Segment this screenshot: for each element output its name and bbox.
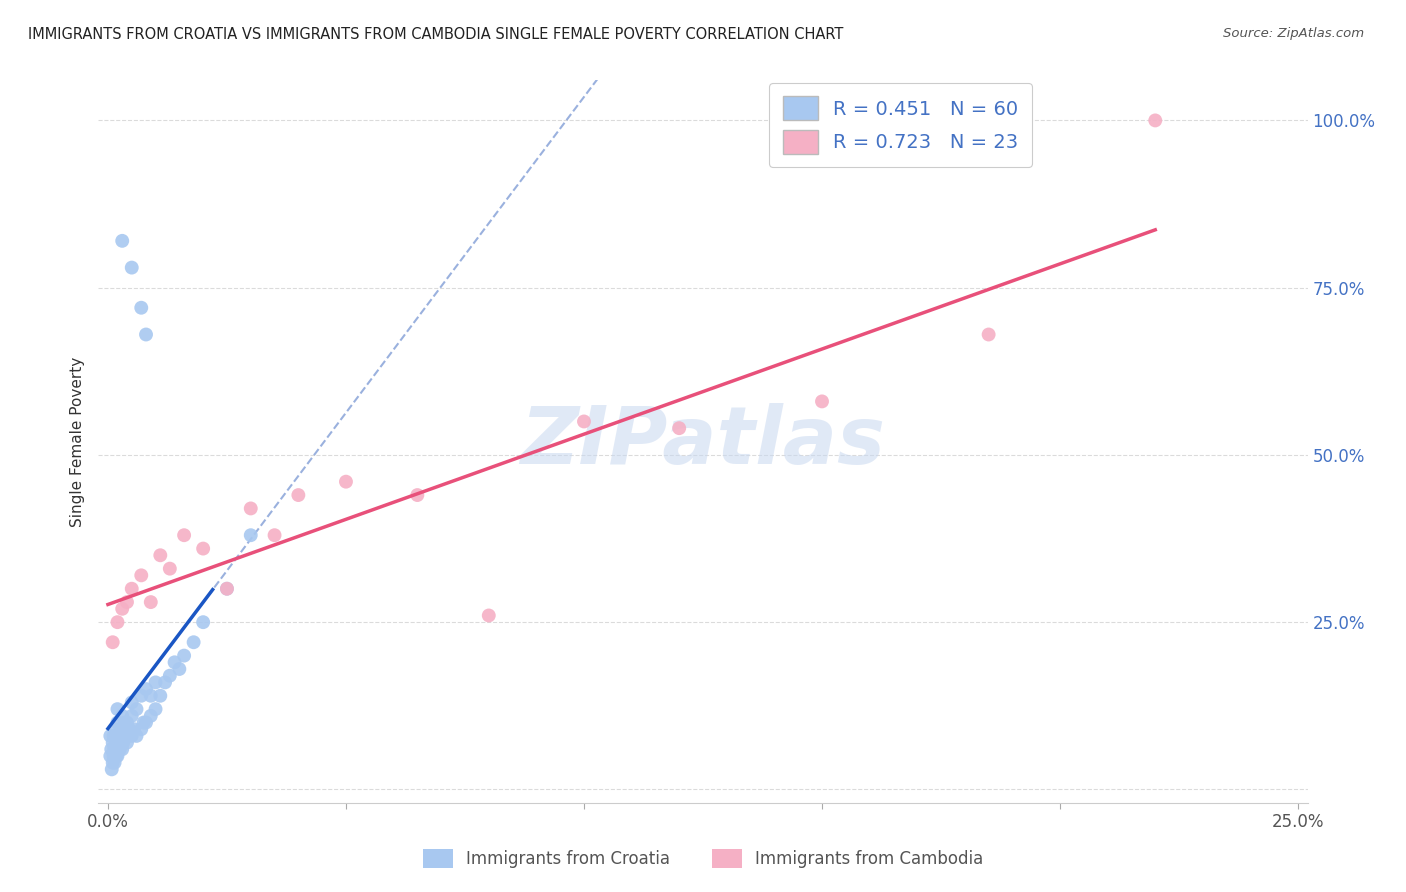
Point [101,635,124,649]
Point [107,729,129,743]
Point [129,723,152,737]
Point [122,723,145,737]
Point [111,602,134,616]
Point [145,702,167,716]
Point [101,735,124,749]
Point [105,735,128,749]
Point [239,528,262,542]
Point [114,715,136,730]
Point [125,702,148,716]
Point [287,488,309,502]
Point [100,762,122,776]
Point [125,729,148,743]
Point [107,742,129,756]
Point [132,715,155,730]
Text: Source: ZipAtlas.com: Source: ZipAtlas.com [1223,27,1364,40]
Point [239,501,262,516]
Point [104,749,127,764]
Point [129,689,152,703]
Point [129,568,152,582]
Point [110,723,132,737]
Point [115,715,138,730]
Point [572,414,595,428]
Point [121,708,143,723]
Point [145,675,167,690]
Point [107,615,129,630]
Text: ZIPatlas: ZIPatlas [520,402,886,481]
Point [101,756,124,770]
Point [118,723,141,737]
Point [103,729,125,743]
Point [104,723,127,737]
Point [191,615,214,630]
Point [103,749,125,764]
Point [103,742,125,756]
Legend: Immigrants from Croatia, Immigrants from Cambodia: Immigrants from Croatia, Immigrants from… [416,842,990,875]
Text: IMMIGRANTS FROM CROATIA VS IMMIGRANTS FROM CAMBODIA SINGLE FEMALE POVERTY CORREL: IMMIGRANTS FROM CROATIA VS IMMIGRANTS FR… [28,27,844,42]
Point [478,608,501,623]
Point [668,421,690,435]
Point [153,675,176,690]
Point [173,528,195,542]
Point [263,528,285,542]
Point [115,735,138,749]
Point [977,327,1000,342]
Point [112,735,135,749]
Point [121,260,143,275]
Point [335,475,357,489]
Point [139,595,162,609]
Point [1144,113,1167,128]
Point [149,689,172,703]
Point [107,749,129,764]
Point [107,702,129,716]
Point [129,301,152,315]
Point [406,488,429,502]
Point [107,715,129,730]
Point [111,234,134,248]
Point [111,742,134,756]
Point [121,696,143,710]
Point [159,669,181,683]
Point [105,749,128,764]
Point [108,729,131,743]
Point [111,708,134,723]
Point [169,662,191,676]
Point [121,582,143,596]
Point [215,582,238,596]
Point [115,595,138,609]
Y-axis label: Single Female Poverty: Single Female Poverty [69,357,84,526]
Point [104,756,127,770]
Point [191,541,214,556]
Legend: R = 0.451   N = 60, R = 0.723   N = 23: R = 0.451 N = 60, R = 0.723 N = 23 [769,83,1032,167]
Point [135,715,157,730]
Point [108,735,131,749]
Point [163,655,186,669]
Point [98,729,121,743]
Point [111,723,134,737]
Point [149,548,172,563]
Point [135,327,157,342]
Point [139,708,162,723]
Point [135,682,157,697]
Point [183,635,205,649]
Point [108,742,131,756]
Point [173,648,195,663]
Point [215,582,238,596]
Point [100,742,122,756]
Point [104,742,127,756]
Point [112,729,135,743]
Point [110,735,132,749]
Point [121,729,143,743]
Point [139,689,162,703]
Point [811,394,834,409]
Point [98,749,121,764]
Point [159,562,181,576]
Point [117,729,139,743]
